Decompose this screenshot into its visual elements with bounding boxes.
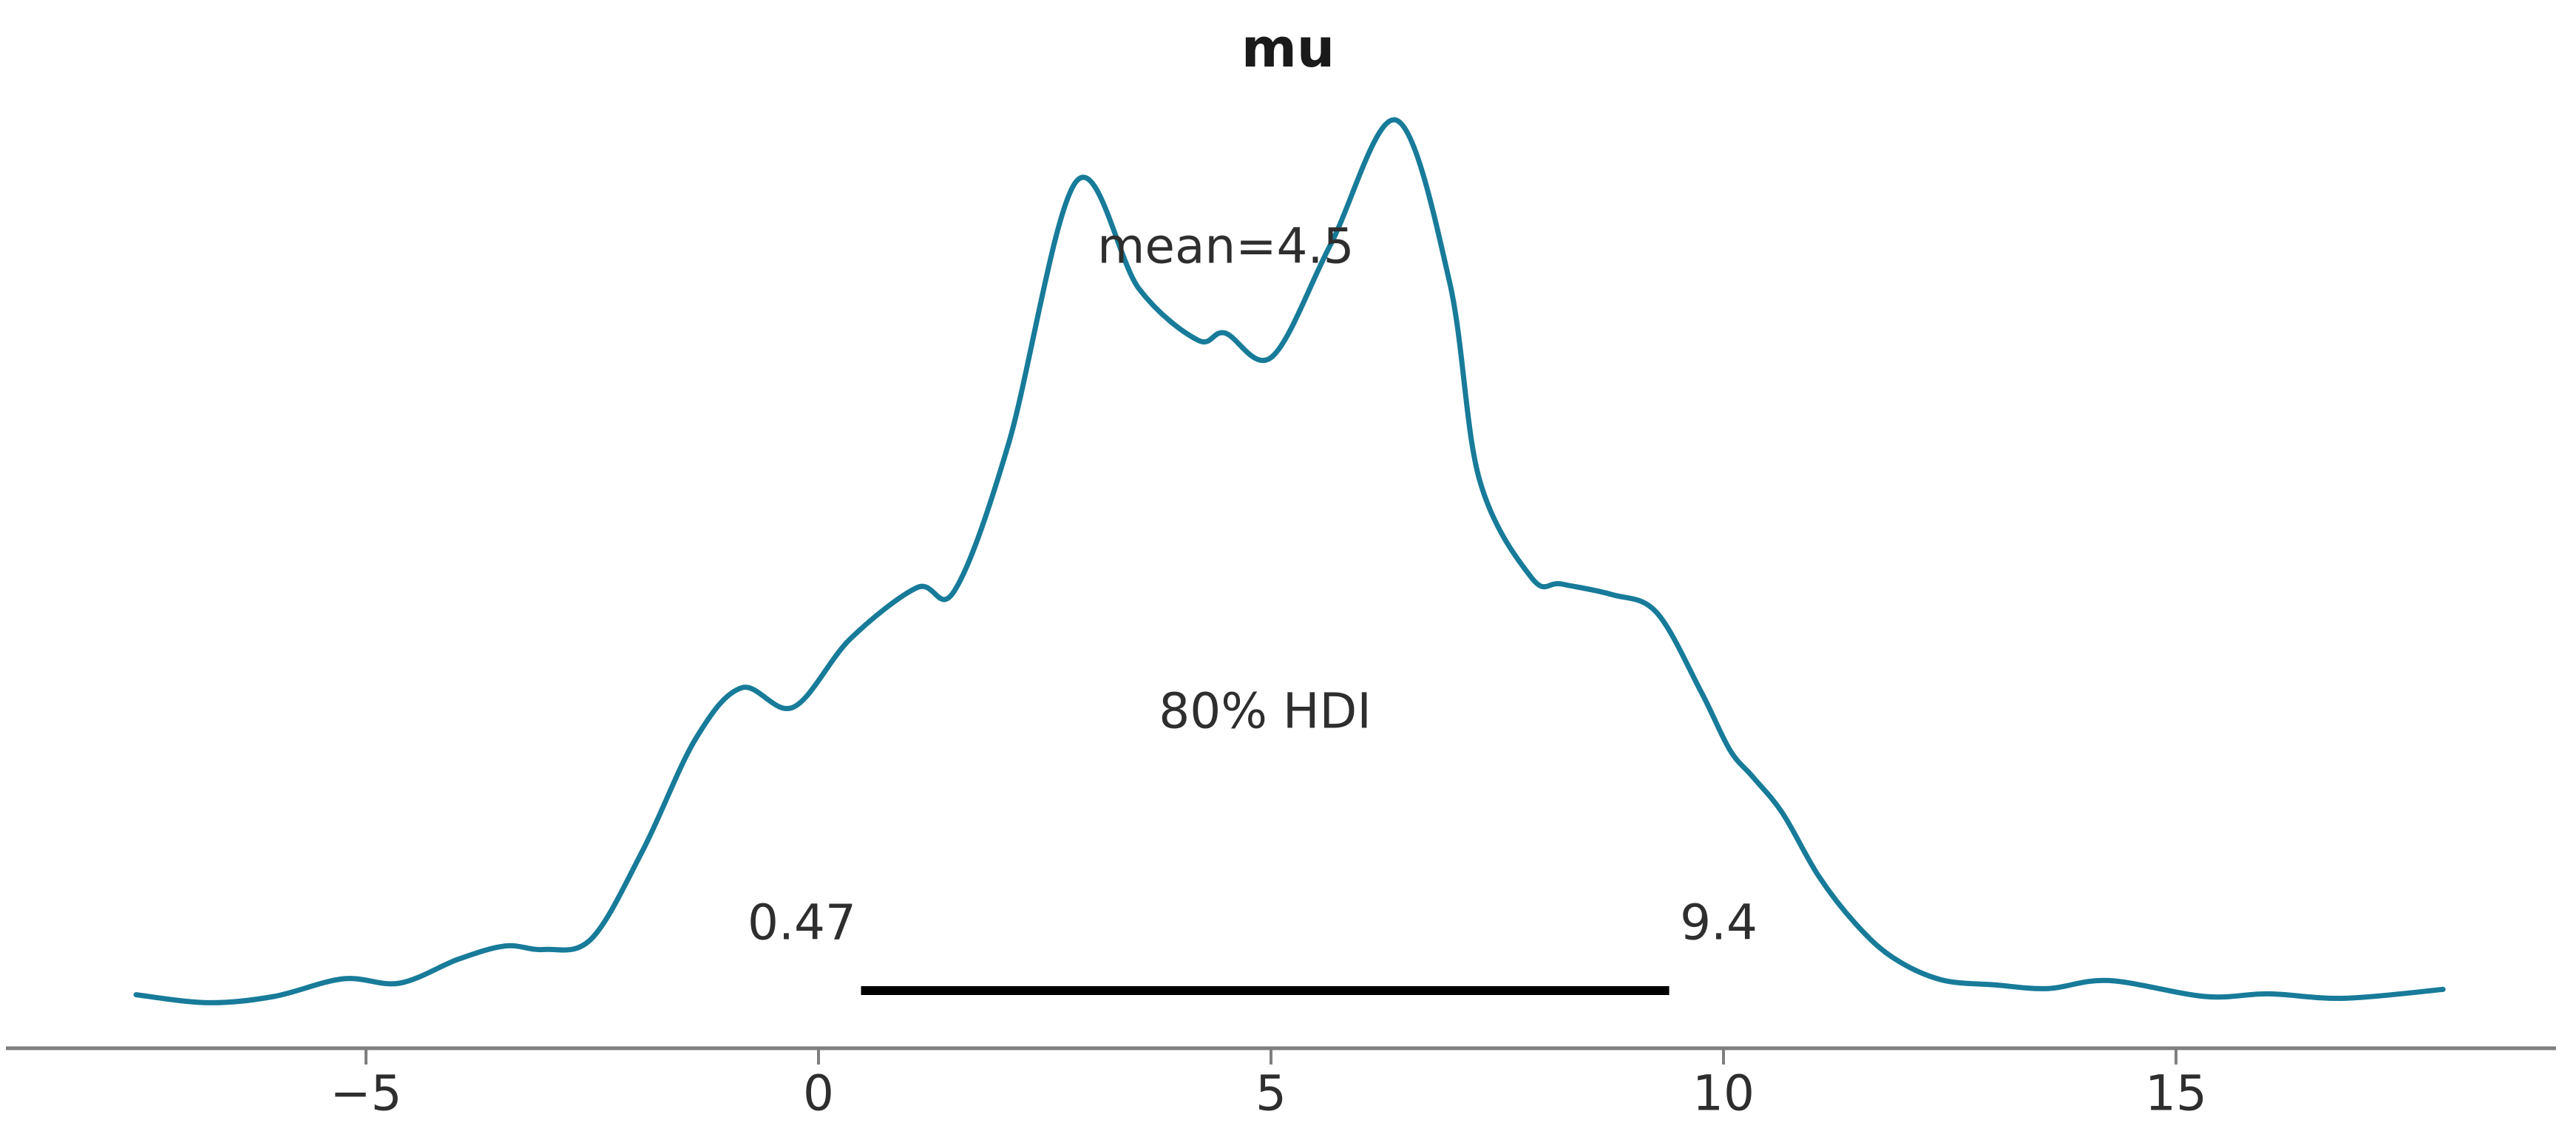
hdi-label: 80% HDI (1159, 683, 1372, 740)
x-axis-tick-label: 0 (803, 1065, 834, 1122)
x-axis-tick-label: 5 (1255, 1065, 1287, 1122)
x-axis-tick-label: 15 (2145, 1065, 2207, 1122)
hdi-lower-value: 0.47 (748, 894, 856, 951)
kde-curve (133, 117, 2446, 1005)
hdi-upper-value: 9.4 (1680, 894, 1758, 951)
x-axis-tick-label: 10 (1692, 1065, 1755, 1122)
x-axis-ticks: −5 0 5 10 15 (330, 1048, 2207, 1122)
mean-annotation: mean=4.5 (1097, 218, 1354, 275)
plot-title: mu (1241, 17, 1335, 79)
x-axis-tick-label: −5 (330, 1065, 401, 1122)
